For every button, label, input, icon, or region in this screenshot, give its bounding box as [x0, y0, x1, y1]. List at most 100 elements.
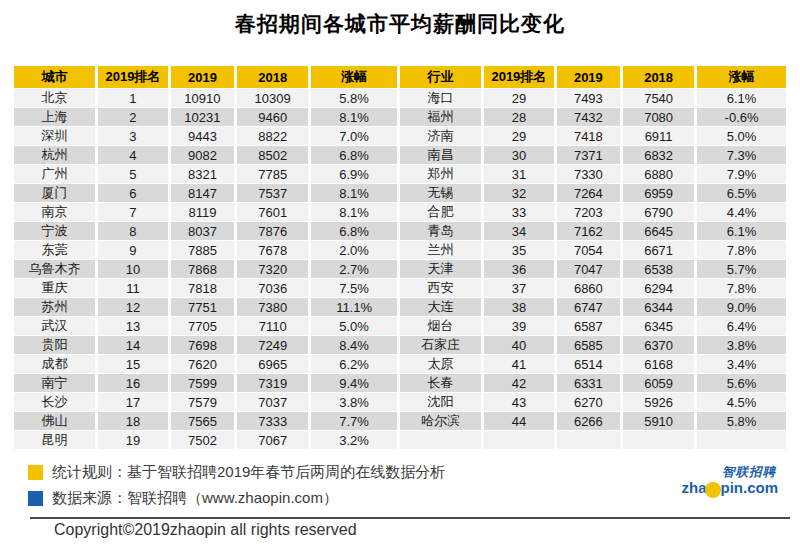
table-row: 东莞9788576782.0%兰州35705466717.8% [14, 240, 786, 259]
table-cell: 10910 [171, 88, 237, 107]
table-cell: 7876 [237, 221, 311, 240]
table-row: 长沙17757970373.8%沈阳43627059264.5% [14, 392, 786, 411]
table-row: 宁波8803778766.8%青岛34716266456.1% [14, 221, 786, 240]
table-cell: 7620 [171, 354, 237, 373]
table-cell: 5.8% [697, 411, 786, 430]
table-cell: 16 [98, 373, 171, 392]
table-body: 北京110910103095.8%海口29749375406.1%上海21023… [14, 88, 786, 449]
table-cell: 6 [98, 183, 171, 202]
table-cell: 32 [484, 183, 557, 202]
column-header: 2019排名 [98, 66, 171, 88]
table-cell: 6790 [623, 202, 697, 221]
table-cell: 13 [98, 316, 171, 335]
table-cell: 29 [484, 126, 557, 145]
table-cell: 5.0% [697, 126, 786, 145]
table-cell: 济南 [400, 126, 484, 145]
table-cell: 6645 [623, 221, 697, 240]
table-cell: 6.5% [697, 183, 786, 202]
logo-cn-text: 智联招聘 [722, 466, 776, 479]
table-cell: 6344 [623, 297, 697, 316]
table-cell: 7601 [237, 202, 311, 221]
table-row: 重庆11781870367.5%西安37686062947.8% [14, 278, 786, 297]
table-cell: 9 [98, 240, 171, 259]
table-cell: 6880 [623, 164, 697, 183]
table-cell: 5.0% [311, 316, 400, 335]
table-cell: 6.2% [311, 354, 400, 373]
table-cell: 6.1% [697, 221, 786, 240]
table-cell: 10309 [237, 88, 311, 107]
table-cell: 2.0% [311, 240, 400, 259]
table-cell: 1 [98, 88, 171, 107]
table-cell: 7885 [171, 240, 237, 259]
table-cell: 成都 [14, 354, 98, 373]
table-cell: 9.4% [311, 373, 400, 392]
column-header: 城市 [14, 66, 98, 88]
table-cell: 17 [98, 392, 171, 411]
table-row: 上海21023194608.1%福州2874327080-0.6% [14, 107, 786, 126]
table-cell: 5910 [623, 411, 697, 430]
table-cell: 苏州 [14, 297, 98, 316]
table-cell [557, 430, 623, 449]
table-cell: 7380 [237, 297, 311, 316]
table-cell: 7579 [171, 392, 237, 411]
table-row: 贵阳14769872498.4%石家庄40658563703.8% [14, 335, 786, 354]
table-row: 深圳3944388227.0%济南29741869115.0% [14, 126, 786, 145]
table-cell: 4.4% [697, 202, 786, 221]
table-cell: 重庆 [14, 278, 98, 297]
table-cell: 沈阳 [400, 392, 484, 411]
table-cell: 5926 [623, 392, 697, 411]
table-cell: 8147 [171, 183, 237, 202]
table-cell: 南宁 [14, 373, 98, 392]
table-cell: 7047 [557, 259, 623, 278]
table-cell: 5 [98, 164, 171, 183]
column-header: 涨幅 [697, 66, 786, 88]
table-cell: 8822 [237, 126, 311, 145]
table-cell: 18 [98, 411, 171, 430]
table-cell: 7.3% [697, 145, 786, 164]
table-cell: 35 [484, 240, 557, 259]
table-cell: 7678 [237, 240, 311, 259]
table-cell: 长沙 [14, 392, 98, 411]
column-header: 2018 [237, 66, 311, 88]
column-header: 2019排名 [484, 66, 557, 88]
table-cell: 28 [484, 107, 557, 126]
table-cell: 7037 [237, 392, 311, 411]
table-cell: 33 [484, 202, 557, 221]
table-cell: 7565 [171, 411, 237, 430]
table-cell: 福州 [400, 107, 484, 126]
table-cell: 7333 [237, 411, 311, 430]
table-row: 苏州127751738011.1%大连38674763449.0% [14, 297, 786, 316]
table-cell: 6747 [557, 297, 623, 316]
table-cell: 7371 [557, 145, 623, 164]
table-cell: 10231 [171, 107, 237, 126]
table-cell: 武汉 [14, 316, 98, 335]
table-cell: 南京 [14, 202, 98, 221]
table-cell: 9082 [171, 145, 237, 164]
table-cell: 6671 [623, 240, 697, 259]
column-header: 行业 [400, 66, 484, 88]
table-cell: 19 [98, 430, 171, 449]
table-cell: 7785 [237, 164, 311, 183]
table-cell: 7.8% [697, 240, 786, 259]
table-cell: 3.2% [311, 430, 400, 449]
table-cell: 7110 [237, 316, 311, 335]
table-row: 北京110910103095.8%海口29749375406.1% [14, 88, 786, 107]
blue-square-icon [28, 491, 43, 506]
table-cell: 6345 [623, 316, 697, 335]
stat-rule-text: 统计规则：基于智联招聘2019年春节后两周的在线数据分析 [52, 463, 445, 482]
table-cell: 杭州 [14, 145, 98, 164]
table-cell: 无锡 [400, 183, 484, 202]
table-cell: 8502 [237, 145, 311, 164]
table-cell: 6168 [623, 354, 697, 373]
table-cell [697, 430, 786, 449]
table-cell: 7599 [171, 373, 237, 392]
table-cell: 北京 [14, 88, 98, 107]
table-cell: 7705 [171, 316, 237, 335]
table-cell: 3.8% [311, 392, 400, 411]
table-row: 佛山18756573337.7%哈尔滨44626659105.8% [14, 411, 786, 430]
table-cell: 38 [484, 297, 557, 316]
table-cell: 8037 [171, 221, 237, 240]
table-cell: 7330 [557, 164, 623, 183]
table-cell: 39 [484, 316, 557, 335]
table-cell: 37 [484, 278, 557, 297]
